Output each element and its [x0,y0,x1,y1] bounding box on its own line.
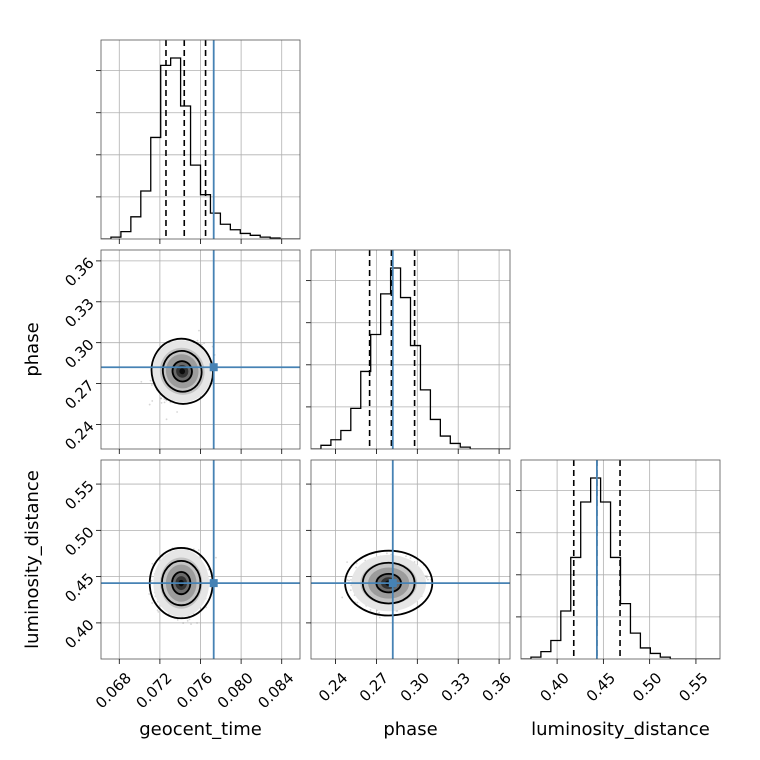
sample-point [425,576,428,579]
sample-point [163,398,166,401]
sample-point [355,566,357,569]
sample-point [163,401,166,404]
sample-point [196,622,198,624]
sample-point [190,623,192,626]
sample-point [413,561,416,563]
sample-point [341,596,344,599]
sample-point [160,397,162,400]
density-level-5 [179,368,186,375]
truth-marker-geocent_time-luminosity_distance [209,579,218,588]
histogram-steps-geocent_time [101,57,300,239]
sample-point [386,552,388,555]
sample-point [200,343,203,346]
sample-point [165,418,168,421]
sample-point [205,606,208,609]
sample-point [151,400,154,402]
histogram-steps-phase [311,267,510,449]
sample-point [157,610,160,613]
density-panel-phase-luminosity_distance [311,460,510,659]
sample-point [156,609,159,612]
sample-point [188,618,191,621]
histogram-geocent_time [101,40,300,239]
sample-point [140,380,143,383]
histogram-luminosity_distance [521,460,720,659]
sample-point [409,557,412,559]
sample-point [369,609,372,611]
sample-point [160,397,163,400]
sample-point [427,578,429,581]
contour-1 [161,350,203,393]
sample-point [176,618,179,621]
sample-point [193,548,195,551]
sample-point [182,622,185,624]
histogram-phase [311,250,510,449]
sample-point [160,401,163,404]
truth-marker-geocent_time-phase [209,363,218,372]
sample-point [356,601,359,604]
sample-point [165,399,168,402]
sample-point [349,589,352,592]
density-panel-geocent_time-phase [101,250,300,449]
sample-point [151,562,154,565]
sample-point [203,342,205,345]
sample-point [215,556,217,559]
sample-point [207,568,210,571]
contour-2 [150,337,214,405]
sample-point [355,562,358,565]
sample-point [150,384,153,386]
sample-point [346,561,349,563]
sample-point [196,339,199,342]
sample-point [150,579,153,582]
contour-0 [171,360,193,383]
density-panel-geocent_time-luminosity_distance [101,460,300,659]
sample-point [176,411,178,413]
sample-point [151,602,154,604]
sample-point [148,403,151,406]
histogram-steps-luminosity_distance [521,477,720,659]
sample-point [148,593,151,595]
sample-point [149,379,152,382]
sample-point [346,579,349,581]
sample-point [350,578,352,581]
sample-point [186,619,189,622]
sample-point [197,549,200,551]
sample-point [405,555,407,558]
sample-point [348,579,350,582]
sample-point [198,329,200,332]
